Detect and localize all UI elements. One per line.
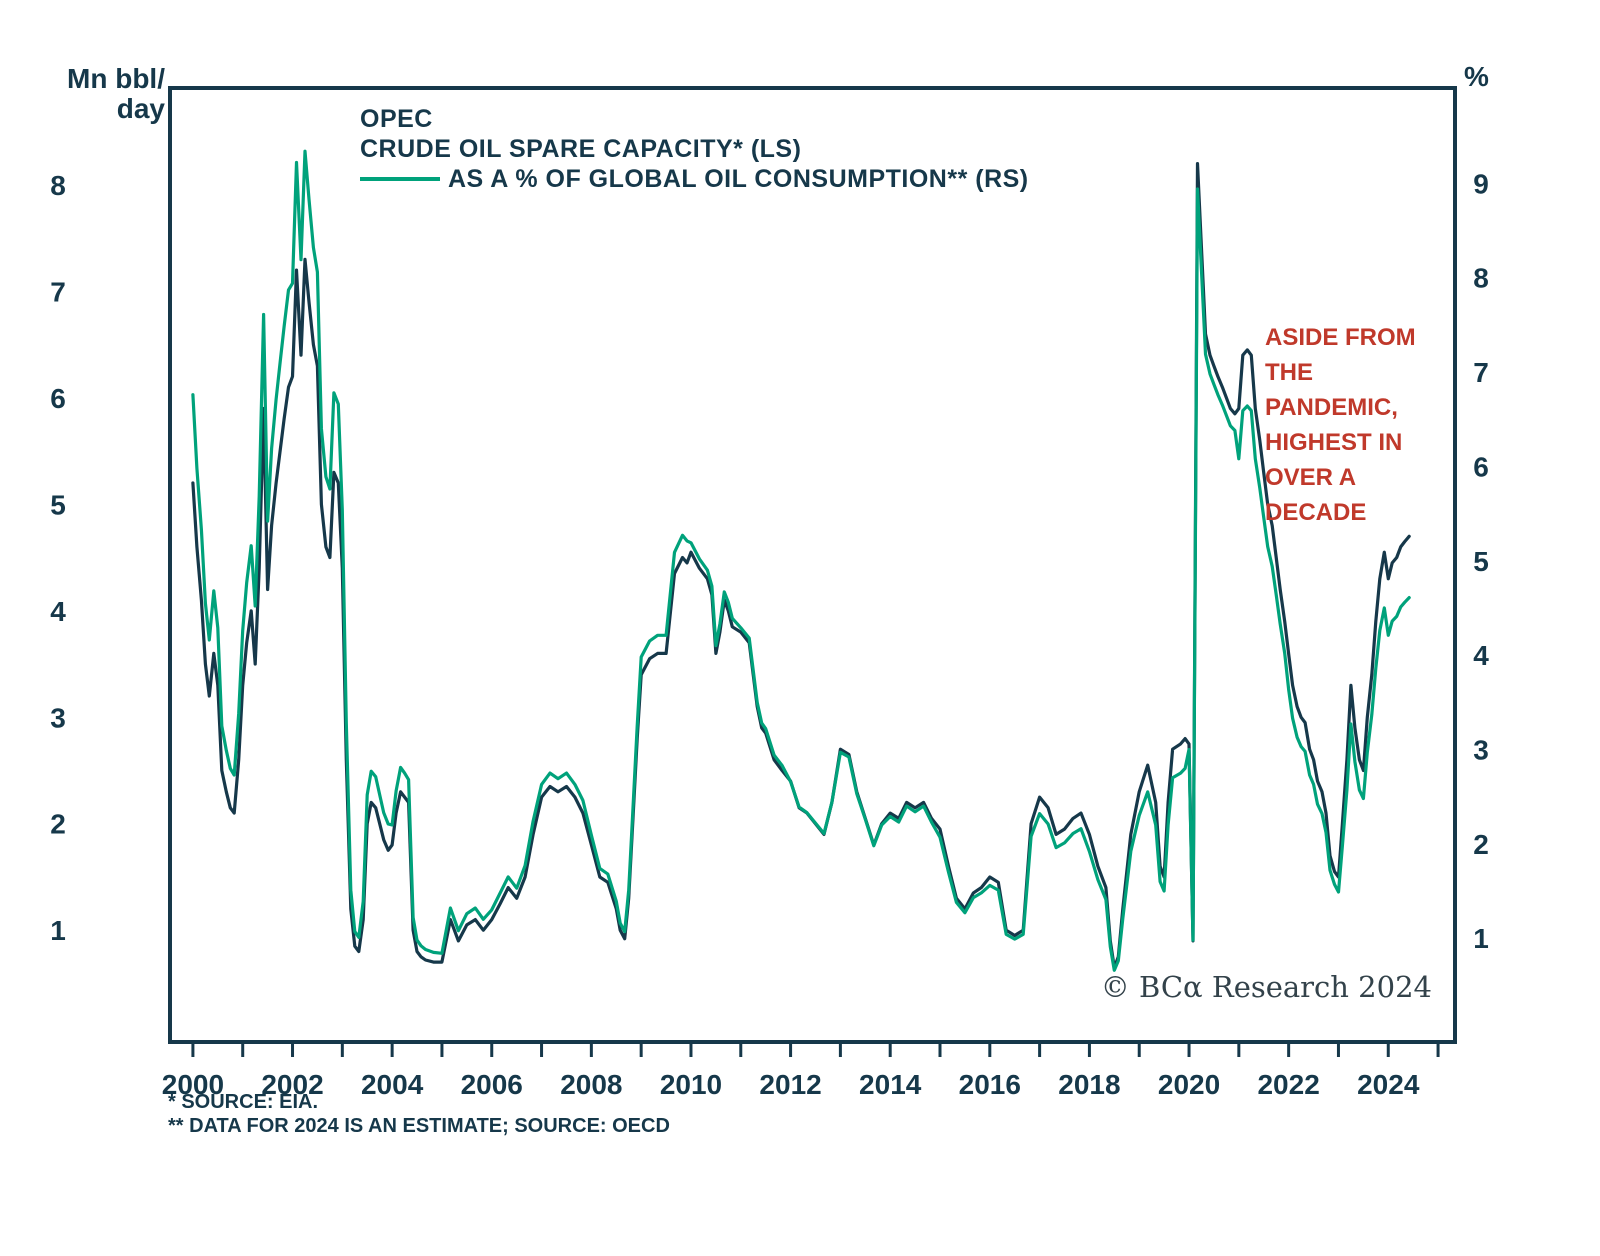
annotation-line: DECADE <box>1265 499 1367 526</box>
x-tick-label: 2000 <box>162 1069 224 1100</box>
left-tick-label: 5 <box>50 489 66 520</box>
right-tick-label: 7 <box>1473 357 1489 388</box>
annotation-line: OVER A <box>1265 464 1357 491</box>
x-tick-label: 2006 <box>461 1069 523 1100</box>
plot-border <box>168 86 1457 1044</box>
legend-line-swatch <box>360 177 440 181</box>
right-tick-label: 3 <box>1473 734 1489 765</box>
x-tick-label: 2014 <box>859 1069 922 1100</box>
right-tick-label: 8 <box>1473 263 1489 294</box>
left-tick-label: 4 <box>50 596 66 627</box>
chart-title-line3: AS A % OF GLOBAL OIL CONSUMPTION** (RS) <box>448 165 1029 193</box>
right-tick-label: 4 <box>1473 640 1489 671</box>
left-tick-label: 6 <box>50 383 66 414</box>
x-tick-label: 2002 <box>261 1069 323 1100</box>
annotation-text: ASIDE FROM THE PANDEMIC, HIGHEST IN OVER… <box>1265 320 1445 530</box>
right-tick-label: 6 <box>1473 451 1489 482</box>
x-tick-label: 2020 <box>1158 1069 1220 1100</box>
annotation-line: THE <box>1265 359 1313 386</box>
chart-title-line2: CRUDE OIL SPARE CAPACITY* (LS) <box>360 135 802 163</box>
x-tick-label: 2016 <box>959 1069 1021 1100</box>
annotation-line: HIGHEST IN <box>1265 429 1403 456</box>
left-axis-unit-line1: Mn bbl/ <box>67 63 165 94</box>
x-tick-label: 2008 <box>560 1069 622 1100</box>
footnote-source-oecd: ** DATA FOR 2024 IS AN ESTIMATE; SOURCE:… <box>168 1115 670 1137</box>
x-tick-label: 2022 <box>1257 1069 1319 1100</box>
left-tick-label: 2 <box>50 809 66 840</box>
right-axis-unit-label: % <box>1464 61 1489 92</box>
chart-title-line1: OPEC <box>360 105 433 133</box>
left-axis-unit-line2: day <box>116 93 165 124</box>
copyright-text: © BCα Research 2024 <box>1100 970 1432 1004</box>
pct-of-consumption-line <box>191 149 1411 972</box>
annotation-line: PANDEMIC, <box>1265 394 1398 421</box>
footnote-source-eia: * SOURCE: EIA. <box>168 1091 319 1113</box>
left-tick-label: 1 <box>50 915 66 946</box>
x-tick-label: 2012 <box>759 1069 821 1100</box>
footnotes: * SOURCE: EIA. ** DATA FOR 2024 IS AN ES… <box>168 1090 670 1138</box>
left-tick-label: 7 <box>50 276 66 307</box>
right-tick-label: 5 <box>1473 546 1489 577</box>
annotation-line: ASIDE FROM <box>1265 324 1416 351</box>
right-tick-label: 9 <box>1473 168 1489 199</box>
x-tick-label: 2010 <box>660 1069 722 1100</box>
right-tick-label: 2 <box>1473 829 1489 860</box>
spare-capacity-line <box>191 162 1411 970</box>
x-tick-label: 2024 <box>1357 1069 1420 1100</box>
x-tick-label: 2018 <box>1058 1069 1120 1100</box>
x-tick-label: 2004 <box>361 1069 424 1100</box>
chart-title: OPEC CRUDE OIL SPARE CAPACITY* (LS) AS A… <box>360 104 1029 194</box>
right-tick-label: 1 <box>1473 923 1489 954</box>
left-tick-label: 3 <box>50 702 66 733</box>
left-axis-unit-label: Mn bbl/ day <box>40 64 165 124</box>
left-tick-label: 8 <box>50 170 66 201</box>
